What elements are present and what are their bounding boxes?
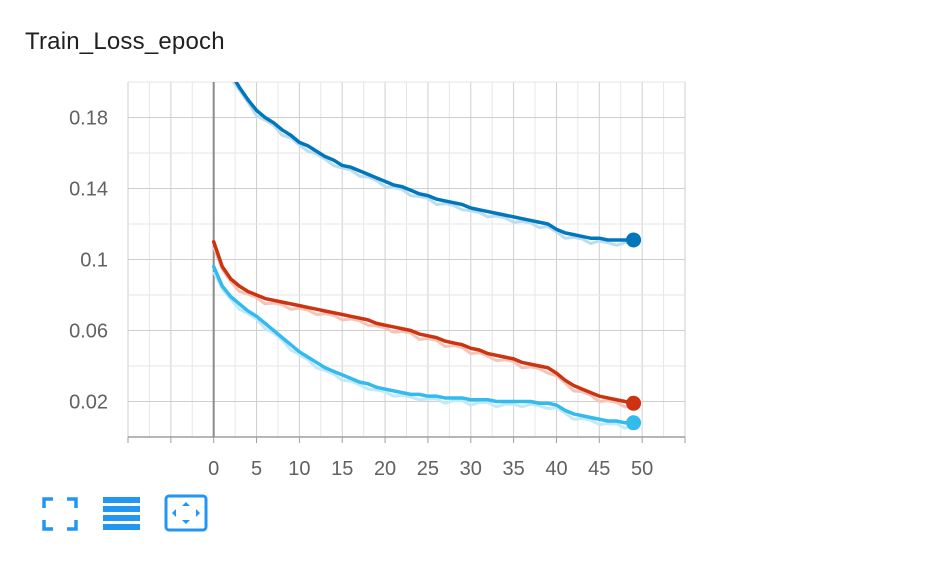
y-tick-label: 0.06 [69,321,108,343]
x-tick-label: 10 [288,458,310,480]
toggle-y-log-button[interactable] [102,494,142,534]
chart-title: Train_Loss_epoch [25,28,225,55]
series-line [234,82,636,242]
fullscreen-icon [42,497,78,531]
fullscreen-button[interactable] [40,494,80,534]
x-tick-label: 45 [588,458,610,480]
y-tick-label: 0.14 [69,179,108,201]
series-raw-line [212,271,635,430]
x-tick-label: 50 [631,458,653,480]
y-tick-label: 0.1 [80,250,108,272]
series-end-point [626,395,642,411]
series-raw-line [212,246,634,409]
y-tick-label: 0.02 [69,392,108,414]
grid [127,81,686,438]
series-raw-line [231,82,634,247]
series-end-point [626,232,642,248]
x-tick-label: 5 [251,458,262,480]
x-tick-label: 25 [417,458,439,480]
series-line [211,264,636,425]
series-line [211,240,636,406]
x-tick-label: 20 [374,458,396,480]
tick-labels: 0 5 10 15 20 25 30 35 40 45 50 0.02 0.06 0.1 0.14 0.18 [69,108,653,481]
series-lines [211,82,642,431]
axes [127,82,686,443]
y-tick-label: 0.18 [69,108,108,130]
x-tick-label: 35 [502,458,524,480]
line-chart: 0 5 10 15 20 25 30 35 40 45 50 0.02 0.06 0.1 0.14 0.18 [69,81,686,481]
x-tick-label: 0 [208,458,219,480]
x-tick-label: 40 [545,458,567,480]
fit-domain-button[interactable] [164,494,208,534]
x-tick-label: 15 [331,458,353,480]
x-tick-label: 30 [460,458,482,480]
series-end-point [626,415,642,431]
lines-icon [103,497,140,530]
fit-to-data-icon [164,494,208,532]
